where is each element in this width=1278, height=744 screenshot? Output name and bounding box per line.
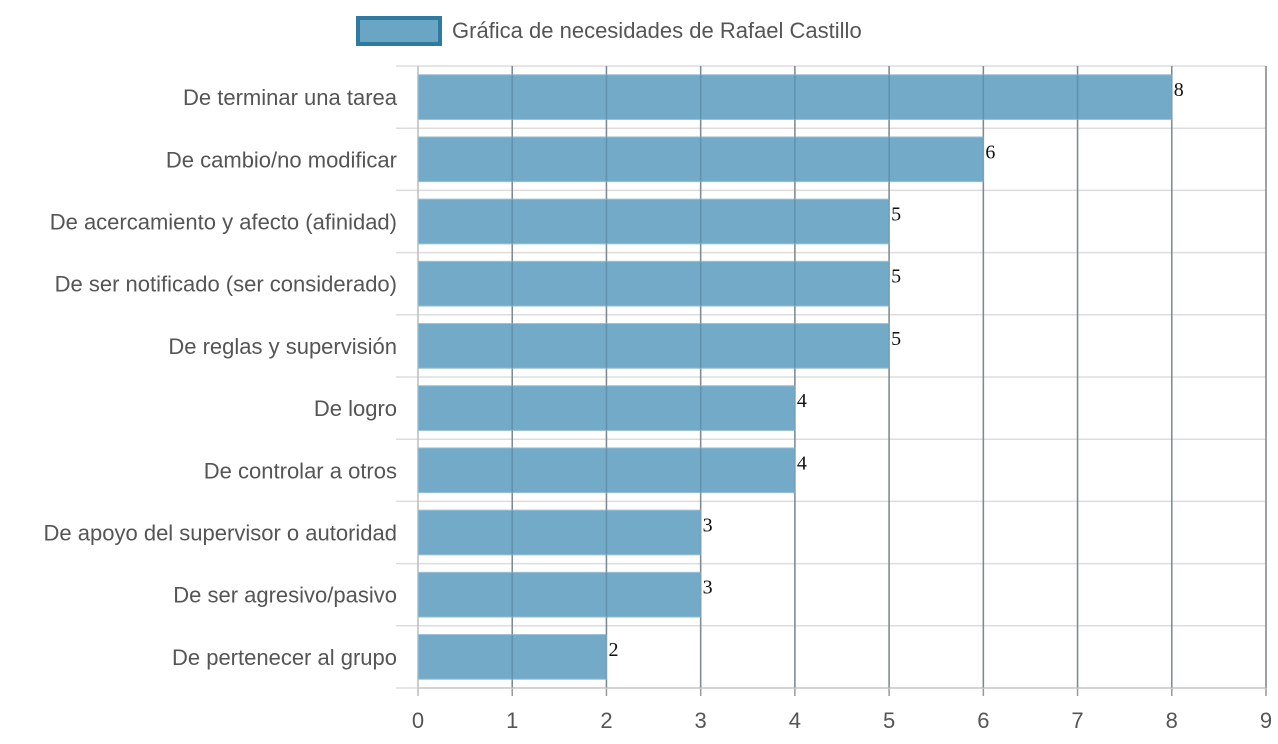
bar[interactable] <box>417 74 1173 120</box>
bar[interactable] <box>417 260 890 307</box>
x-tick-label: 0 <box>412 708 424 733</box>
bar[interactable] <box>417 447 796 494</box>
data-label: 4 <box>797 390 807 412</box>
category-label: De pertenecer al grupo <box>172 645 397 670</box>
category-label: De ser agresivo/pasivo <box>173 583 397 608</box>
bars <box>417 66 1267 688</box>
data-label: 5 <box>891 266 901 288</box>
data-label: 8 <box>1174 79 1184 101</box>
category-label: De ser notificado (ser considerado) <box>55 272 397 297</box>
bar[interactable] <box>417 634 607 680</box>
data-label: 4 <box>797 452 807 474</box>
bar[interactable] <box>417 136 984 183</box>
category-label: De reglas y supervisión <box>168 334 397 359</box>
bar[interactable] <box>417 385 796 431</box>
x-tick-label: 7 <box>1071 708 1083 733</box>
x-tick-label: 4 <box>789 708 801 733</box>
category-label: De acercamiento y afecto (afinidad) <box>50 210 397 235</box>
category-label: De logro <box>314 396 397 421</box>
legend-label: Gráfica de necesidades de Rafael Castill… <box>452 18 862 43</box>
bar[interactable] <box>417 571 702 618</box>
x-tick-label: 3 <box>695 708 707 733</box>
data-label: 6 <box>985 141 995 163</box>
bar[interactable] <box>417 323 890 369</box>
data-label: 5 <box>891 328 901 350</box>
category-label: De terminar una tarea <box>183 85 398 110</box>
category-label: De controlar a otros <box>204 458 397 483</box>
x-tick-label: 2 <box>600 708 612 733</box>
x-axis: 0 1 2 3 4 5 6 7 8 9 <box>412 708 1272 733</box>
data-label: 3 <box>703 515 713 537</box>
data-label: 3 <box>703 577 713 599</box>
legend-swatch <box>356 16 442 46</box>
data-label: 2 <box>608 639 618 661</box>
category-label: De apoyo del supervisor o autoridad <box>44 521 397 546</box>
category-label: De cambio/no modificar <box>166 147 397 172</box>
category-labels: De terminar una tarea De cambio/no modifi… <box>44 85 398 670</box>
x-tick-label: 6 <box>977 708 989 733</box>
value-labels: 8 6 5 5 5 4 4 3 3 2 <box>608 79 1183 661</box>
x-tick-label: 8 <box>1166 708 1178 733</box>
x-tick-label: 1 <box>506 708 518 733</box>
bar[interactable] <box>417 509 702 556</box>
x-tick-label: 5 <box>883 708 895 733</box>
data-label: 5 <box>891 204 901 226</box>
legend[interactable]: Gráfica de necesidades de Rafael Castill… <box>356 16 862 46</box>
bar[interactable] <box>417 198 890 245</box>
x-tick-label: 9 <box>1260 708 1272 733</box>
